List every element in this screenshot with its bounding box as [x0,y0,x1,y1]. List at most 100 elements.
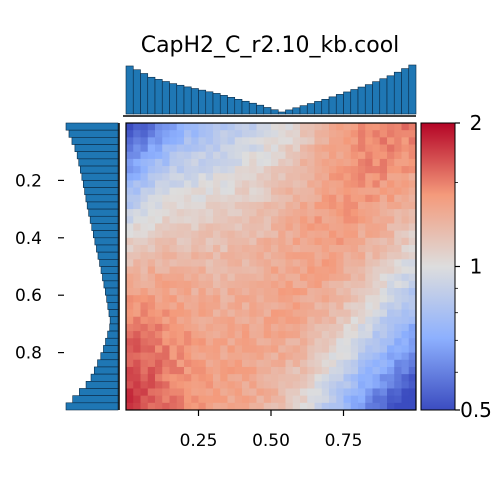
heatmap-cell [394,338,402,346]
heatmap-cell [191,201,199,210]
heatmap-cell [242,158,250,167]
heatmap-cell [198,244,207,253]
heatmap-cell [198,194,207,203]
heatmap-cell [321,316,330,325]
heatmap-cell [379,280,388,289]
heatmap-cell [329,173,337,181]
heatmap-cell [126,352,134,361]
heatmap-cell [184,144,192,153]
heatmap-cell [278,352,286,361]
heatmap-cell [263,273,272,282]
heatmap-cell [350,201,359,210]
heatmap-cell [140,316,149,325]
top-marginal-bar [241,100,250,115]
heatmap-cell [329,201,337,210]
heatmap-cell [372,374,381,382]
heatmap-cell [242,252,250,260]
heatmap-cell [387,302,395,310]
heatmap-cell [321,323,330,332]
heatmap-cell [314,323,323,332]
heatmap-cell [278,280,286,289]
heatmap-cell [321,223,330,232]
heatmap-cell [379,216,388,224]
heatmap-cell [321,173,330,181]
heatmap-cell [191,130,199,138]
heatmap-cell [285,137,294,145]
heatmap-cell [176,266,185,275]
top-marginal-bar [248,102,257,115]
heatmap-cell [307,352,315,361]
heatmap-cell [314,338,323,346]
heatmap-cell [234,173,243,181]
heatmap-cell [394,137,402,145]
heatmap-cell [162,345,170,353]
heatmap-cell [184,302,192,310]
heatmap-cell [205,223,214,232]
heatmap-cell [365,201,373,210]
heatmap-cell [387,209,395,217]
heatmap-cell [401,158,410,167]
heatmap-cell [155,338,163,346]
heatmap-cell [379,345,388,353]
heatmap-cell [213,381,221,389]
heatmap-cell [133,273,141,282]
heatmap-cell [358,166,366,174]
heatmap-cell [169,316,178,325]
heatmap-cell [198,209,207,217]
heatmap-cell [140,338,149,346]
heatmap-cell [205,216,214,224]
heatmap-cell [278,216,286,224]
heatmap-cell [176,216,185,224]
heatmap-cell [387,216,395,224]
heatmap-cell [242,280,250,289]
heatmap-cell [408,144,417,153]
heatmap-cell [401,130,410,138]
heatmap-cell [379,381,388,389]
heatmap-cell [336,266,344,275]
heatmap-cell [205,180,214,188]
heatmap-cell [387,395,395,404]
heatmap-cell [176,259,185,267]
heatmap-cell [191,395,199,404]
heatmap-cell [285,280,294,289]
top-marginal-bar [234,99,243,115]
heatmap-cell [343,295,352,303]
heatmap-cell [278,194,286,203]
heatmap-cell [372,194,381,203]
heatmap-cell [191,266,199,275]
heatmap-cell [213,230,221,239]
heatmap-cell [387,359,395,368]
heatmap-cell [307,388,315,397]
heatmap-cell [401,295,410,303]
heatmap-cell [379,402,388,411]
heatmap-cell [358,359,366,368]
heatmap-cell [321,158,330,167]
heatmap-cell [191,209,199,217]
heatmap-cell [147,158,156,167]
heatmap-cell [133,173,141,181]
heatmap-cell [220,252,228,260]
heatmap-cell [394,123,402,131]
heatmap-cell [379,194,388,203]
heatmap-cell [343,252,352,260]
heatmap-cell [133,166,141,174]
heatmap-cell [155,309,163,318]
heatmap-cell [285,244,294,253]
heatmap-cell [133,402,141,411]
heatmap-cell [213,180,221,188]
heatmap-cell [278,187,286,196]
heatmap-cell [205,166,214,174]
heatmap-cell [314,158,323,167]
heatmap-cell [155,359,163,368]
heatmap-cell [365,194,373,203]
heatmap-cell [271,331,279,339]
heatmap-cell [213,331,221,339]
heatmap-cell [285,331,294,339]
heatmap-cell [162,158,170,167]
heatmap-cell [350,280,359,289]
heatmap-cell [198,309,207,318]
heatmap-cell [365,402,373,411]
heatmap-cell [307,402,315,411]
heatmap-cell [307,123,315,131]
heatmap-cell [169,381,178,389]
